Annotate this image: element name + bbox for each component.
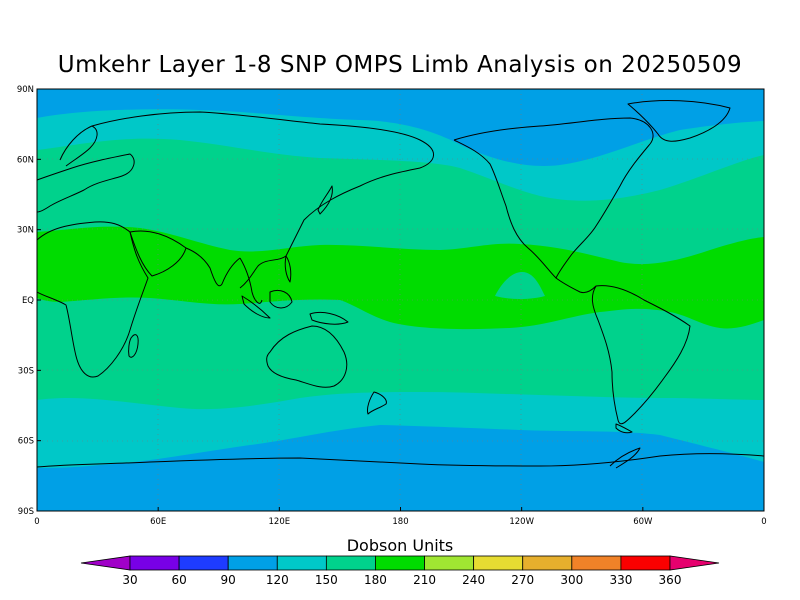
coastline-antarctic-peninsula	[609, 447, 641, 469]
longitude-label: 0	[761, 517, 766, 527]
colorbar-label: 180	[364, 573, 387, 587]
coastline-philippines	[284, 255, 292, 283]
longitude-label: 60E	[150, 517, 166, 527]
coastline-central-america	[555, 277, 597, 293]
axis-ticks	[36, 88, 765, 512]
coastline-africa	[37, 221, 149, 378]
coastline-antarctica	[37, 453, 764, 468]
colorbar-labels: 30 60 90 120 150 180 210 240 270 300 330 360	[122, 573, 681, 587]
colorbar-label: 120	[266, 573, 289, 587]
longitude-labels: 0 60E 120E 180 120W 60W 0	[34, 517, 766, 527]
colorbar-swatch	[571, 555, 622, 571]
longitude-label: 120E	[269, 517, 291, 527]
colorbar-swatch	[473, 555, 524, 571]
latitude-label: 60N	[17, 155, 34, 165]
colorbar-label: 300	[560, 573, 583, 587]
colorbar-label: 60	[171, 573, 186, 587]
map-gridlines	[37, 89, 764, 511]
coastline-asia-north	[91, 111, 434, 169]
latitude-label: EQ	[22, 296, 34, 306]
colorbar-label: 90	[221, 573, 236, 587]
coastline-borneo	[269, 289, 293, 309]
coastline-sumatra	[241, 295, 271, 319]
coastline-new-guinea	[309, 311, 349, 325]
colorbar-label: 360	[659, 573, 682, 587]
coastline-tierra-del-fuego	[615, 423, 633, 434]
coastline-arabia	[129, 230, 187, 277]
colorbar-title: Dobson Units	[346, 536, 454, 555]
ozone-band-210	[37, 226, 764, 330]
coastlines	[37, 100, 764, 469]
coastline-australia	[266, 325, 348, 388]
latitude-label: 60S	[18, 437, 34, 447]
colorbar-swatch	[424, 555, 475, 571]
colorbar-label: 240	[462, 573, 485, 587]
coastline-greenland	[627, 100, 731, 142]
colorbar-label: 30	[122, 573, 137, 587]
coastline-north-america	[453, 117, 654, 279]
coastline-japan	[317, 185, 333, 215]
longitude-label: 0	[34, 517, 39, 527]
longitude-label: 60W	[633, 517, 653, 527]
colorbar-low-arrow	[80, 555, 131, 571]
colorbar-swatches	[80, 555, 720, 571]
latitude-label: 30N	[17, 226, 34, 236]
colorbar-high-arrow	[669, 555, 720, 571]
colorbar-swatch	[522, 555, 573, 571]
colorbar-swatch	[276, 555, 327, 571]
colorbar-label: 270	[511, 573, 534, 587]
colorbar-swatch	[325, 555, 376, 571]
latitude-labels: 90N 60N 30N EQ 30S 60S 90S	[17, 85, 34, 517]
longitude-label: 120W	[509, 517, 534, 527]
colorbar-swatch	[375, 555, 425, 571]
colorbar-label: 210	[413, 573, 436, 587]
colorbar-label: 150	[315, 573, 338, 587]
colorbar-label: 330	[609, 573, 632, 587]
colorbar-swatch	[178, 555, 229, 571]
coastline-south-america	[591, 285, 691, 425]
coastline-india	[185, 247, 241, 287]
coastline-southeast-asia	[239, 257, 263, 304]
longitude-label: 180	[392, 517, 408, 527]
colorbar-swatch	[227, 555, 278, 571]
latitude-label: 90N	[17, 85, 34, 95]
coastline-madagascar	[128, 334, 139, 358]
coastline-asia-east	[239, 167, 421, 289]
colorbar-swatch	[129, 555, 180, 571]
latitude-label: 90S	[18, 507, 34, 517]
ozone-band-180-patch	[495, 272, 545, 299]
coastline-new-zealand	[367, 391, 387, 415]
latitude-label: 30S	[18, 366, 34, 376]
colorbar-swatch	[620, 555, 671, 571]
coastline-europe	[37, 153, 135, 213]
coastline-scandinavia	[59, 125, 98, 167]
map-title: Umkehr Layer 1-8 SNP OMPS Limb Analysis …	[57, 52, 743, 78]
map-field	[37, 89, 764, 511]
